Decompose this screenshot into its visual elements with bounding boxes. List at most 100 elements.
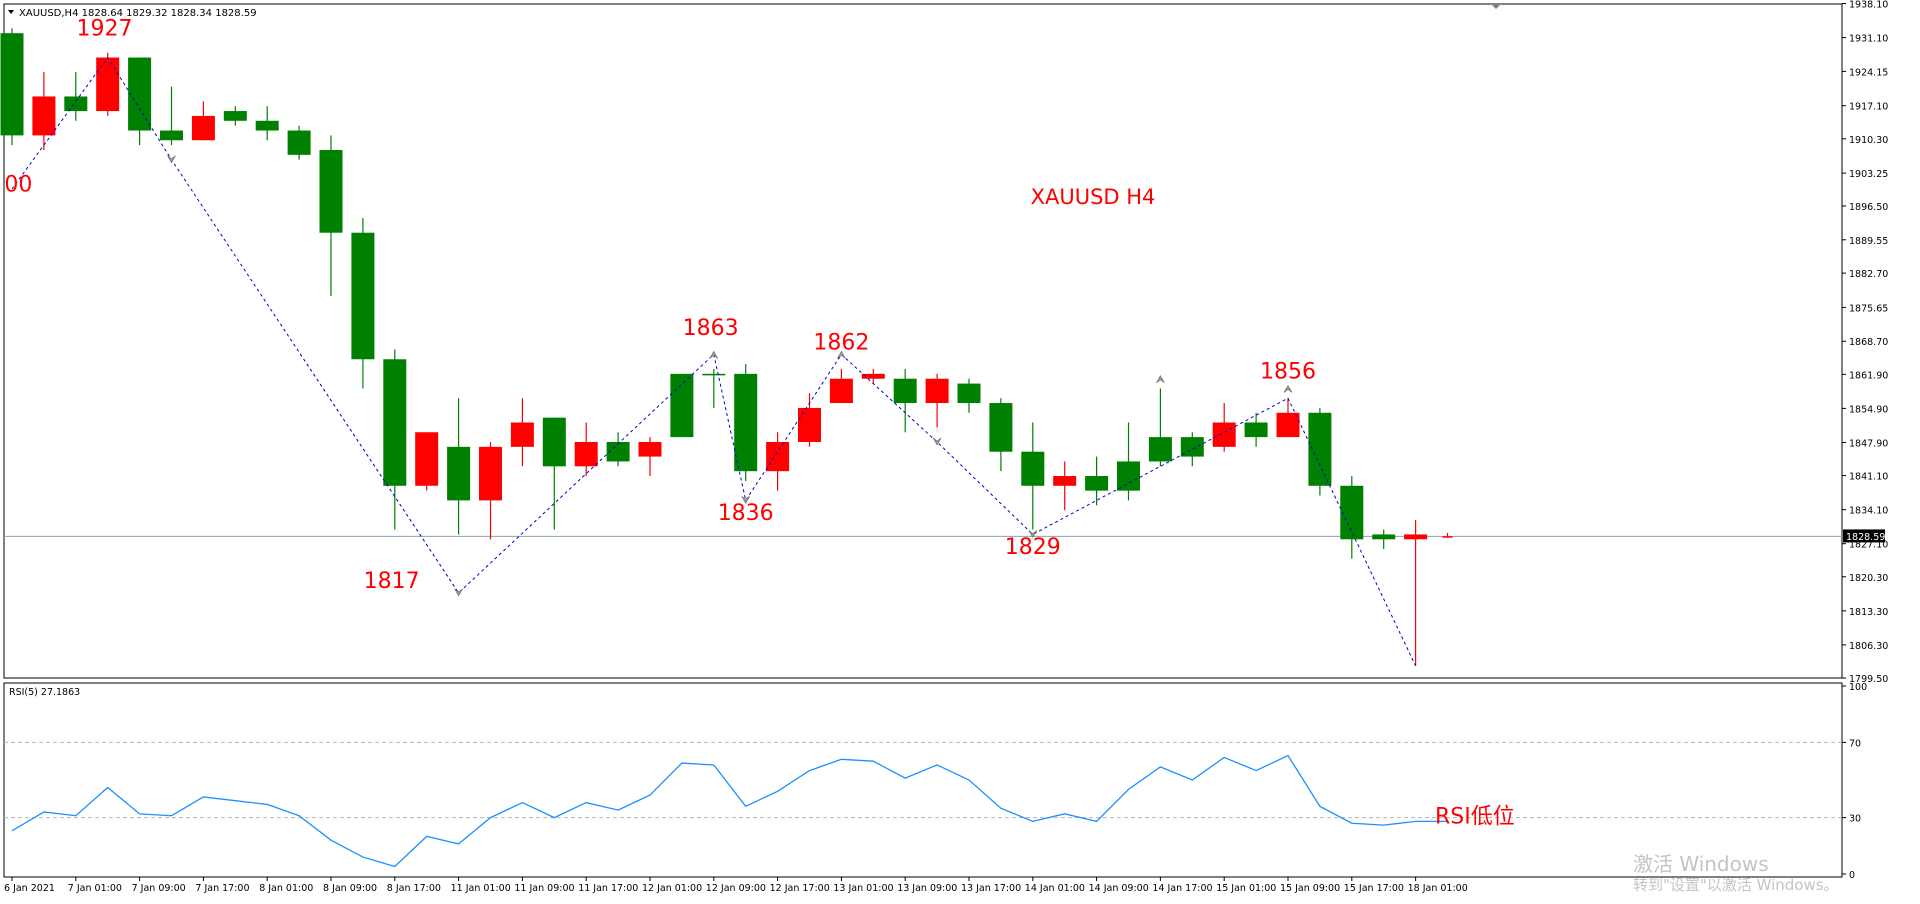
price-tick-label-16: 1827.10	[1849, 540, 1888, 551]
rsi-group: 100 70 30 0 RSI(5) 27.1863 RSI低位	[4, 682, 1867, 881]
rsi-label: RSI(5) 27.1863	[9, 687, 80, 698]
main-panel-border	[3, 3, 1843, 679]
price-tick-label-11: 1861.90	[1849, 370, 1888, 381]
current-price-label: 1828.59	[1846, 532, 1885, 543]
time-tick-label-5: 8 Jan 09:00	[323, 883, 377, 894]
time-tick-label-15: 13 Jan 17:00	[961, 883, 1021, 894]
price-annotation-7: 1856	[1260, 360, 1316, 385]
candle-body-20	[638, 441, 662, 457]
time-tick-label-14: 13 Jan 09:00	[897, 883, 957, 894]
time-tick-label-17: 14 Jan 09:00	[1089, 883, 1149, 894]
time-tick-label-18: 14 Jan 17:00	[1152, 883, 1212, 894]
candle-body-40	[1276, 412, 1300, 438]
current-price-tag	[1843, 529, 1885, 543]
time-tick-label-20: 15 Jan 09:00	[1280, 883, 1340, 894]
candle-body-28	[893, 378, 917, 404]
rsi-annotation: RSI低位	[1435, 804, 1515, 829]
price-annotation-3: 1862	[813, 331, 869, 356]
time-tick-label-9: 11 Jan 17:00	[578, 883, 638, 894]
time-tick-label-22: 18 Jan 01:00	[1408, 883, 1468, 894]
price-tick-label-17: 1820.30	[1849, 573, 1888, 584]
candle-body-37	[1180, 437, 1204, 457]
watermark-line-2: 转到"设置"以激活 Windows。	[1633, 876, 1839, 894]
candle-body-5	[160, 130, 183, 141]
time-tick-label-12: 12 Jan 17:00	[770, 883, 830, 894]
candle-body-23	[734, 373, 758, 472]
watermark-line-1: 激活 Windows	[1633, 852, 1769, 876]
price-tick-label-1: 1931.10	[1849, 34, 1888, 45]
candle-body-10	[319, 149, 343, 233]
candle-body-11	[351, 232, 375, 360]
fractal-arrow-3	[741, 496, 750, 504]
candle-body-1	[32, 96, 56, 136]
price-tick-label-18: 1813.30	[1849, 607, 1888, 618]
price-tick-label-2: 1924.15	[1849, 67, 1888, 78]
time-tick-label-16: 14 Jan 01:00	[1025, 883, 1085, 894]
candle-body-30	[957, 383, 981, 404]
candle-body-33	[1053, 476, 1077, 486]
candle-body-2	[64, 96, 88, 112]
rsi-tick-label-3: 0	[1849, 870, 1855, 881]
fractal-arrow-4	[837, 350, 846, 359]
candle-body-38	[1212, 422, 1236, 447]
price-tick-label-5: 1903.25	[1849, 169, 1888, 180]
candle-body-15	[479, 446, 502, 501]
candle-body-43	[1372, 534, 1396, 540]
price-tick-label-15: 1834.10	[1849, 506, 1888, 517]
candle-body-41	[1308, 412, 1332, 486]
rsi-tick-label-2: 30	[1849, 814, 1861, 825]
time-tick-label-10: 12 Jan 01:00	[642, 883, 702, 894]
price-tick-label-8: 1882.70	[1849, 269, 1888, 280]
rsi-panel-border	[3, 682, 1843, 878]
price-annotation-0: 1927	[77, 17, 133, 42]
axes-group: 1938.10 1931.10 1924.15 1917.10 1910.30 1903.…	[4, 0, 1888, 894]
time-tick-label-2: 7 Jan 09:00	[132, 883, 186, 894]
time-tick-label-7: 11 Jan 01:00	[451, 883, 511, 894]
candle-body-19	[606, 441, 630, 462]
price-tick-label-3: 1917.10	[1849, 102, 1888, 113]
candle-body-0	[0, 33, 24, 136]
candle-body-27	[861, 373, 885, 379]
fractal-arrow-7	[1156, 375, 1165, 383]
candle-body-44	[1404, 534, 1428, 540]
candle-body-12	[383, 359, 407, 486]
price-tick-label-12: 1854.90	[1849, 404, 1888, 415]
price-tick-label-14: 1841.10	[1849, 472, 1888, 483]
candle-body-3	[96, 57, 120, 112]
price-annotation-4: 1836	[718, 501, 774, 526]
candle-body-34	[1085, 476, 1109, 491]
candle-body-21	[670, 373, 694, 438]
symbol-menu-icon	[8, 10, 14, 14]
candles-group	[0, 28, 1453, 666]
time-tick-label-21: 15 Jan 17:00	[1344, 883, 1404, 894]
price-tick-label-0: 1938.10	[1849, 0, 1888, 11]
price-annotation-5: 1817	[364, 569, 420, 594]
price-tick-label-6: 1896.50	[1849, 202, 1888, 213]
price-annotation-1: 00	[4, 172, 32, 197]
candle-body-31	[989, 403, 1013, 452]
price-tick-label-7: 1889.55	[1849, 236, 1888, 247]
chart-title: XAUUSD H4	[1031, 185, 1156, 209]
time-tick-label-13: 13 Jan 01:00	[833, 883, 893, 894]
candle-body-24	[766, 441, 790, 472]
scroll-marker-icon	[1491, 4, 1501, 9]
candle-body-8	[255, 120, 279, 131]
candle-body-17	[542, 417, 566, 467]
time-tick-label-4: 8 Jan 01:00	[259, 883, 313, 894]
chart-frame: XAUUSD,H4 1828.64 1829.32 1828.34 1828.5…	[3, 3, 1843, 878]
candle-body-39	[1244, 422, 1268, 438]
rsi-line	[11, 754, 1448, 868]
annotations-group: 1927 00 1863 1862 1836 1817 1829 1856 XAUUSD H4	[4, 17, 1316, 594]
rsi-tick-label-1: 70	[1849, 738, 1861, 749]
candle-body-32	[1021, 451, 1045, 486]
fractal-arrow-6	[1028, 530, 1038, 539]
time-tick-label-19: 15 Jan 01:00	[1216, 883, 1276, 894]
candle-body-13	[415, 432, 439, 486]
candle-body-45	[1442, 536, 1453, 538]
price-tick-label-20: 1799.50	[1849, 674, 1888, 685]
time-tick-label-6: 8 Jan 17:00	[387, 883, 441, 894]
fractal-arrow-5	[932, 437, 942, 446]
price-tick-label-4: 1910.30	[1849, 135, 1888, 146]
